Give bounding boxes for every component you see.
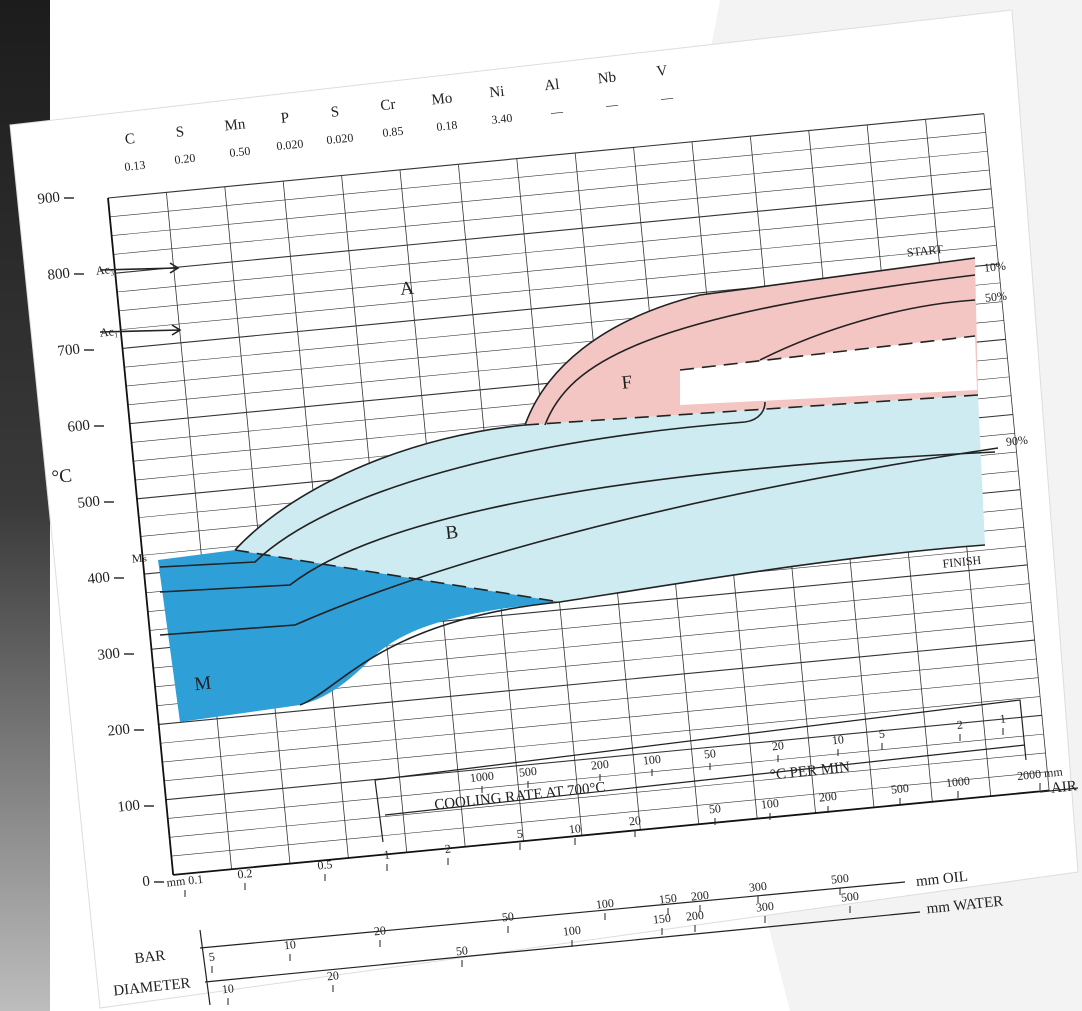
scale-tick-label: 1000 [469, 769, 494, 785]
element-symbol: Nb [597, 70, 617, 88]
element-amount: — [604, 97, 619, 112]
scale-tick-label: 20 [771, 738, 784, 753]
element-symbol: C [124, 131, 136, 148]
scale-tick-label: 200 [685, 908, 704, 924]
scale-tick-label: 150 [658, 891, 677, 907]
element-amount: — [659, 90, 674, 105]
element-amount: 0.50 [229, 144, 251, 160]
region-label: A [399, 278, 415, 300]
scale-tick-label: 100 [642, 752, 661, 768]
element-symbol: Cr [380, 97, 397, 114]
scale-tick-label: 150 [652, 911, 671, 927]
element-symbol: V [656, 63, 669, 80]
marker-label: Ac₁ [99, 324, 119, 340]
element-amount: 0.18 [436, 118, 458, 134]
scale-tick-label: 200 [690, 888, 709, 904]
scale-tick-label: 50 [455, 943, 468, 958]
scale-tick-label: 1000 [945, 774, 970, 790]
element-amount: 3.40 [491, 111, 513, 127]
scale-tick-label: 20 [373, 923, 386, 938]
region-label: M [193, 673, 212, 696]
element-symbol: Mo [431, 90, 453, 108]
scale-tick-label: 500 [518, 764, 537, 780]
element-amount: 0.13 [124, 158, 146, 174]
bar-label: BAR [134, 948, 166, 967]
scale-tick-label: 500 [890, 781, 909, 797]
scale-tick-label: 0.5 [317, 857, 333, 872]
scale-tick-label: 10 [831, 732, 844, 747]
y-tick-label: 500 [77, 493, 101, 511]
y-tick-label: 600 [67, 417, 91, 435]
curve-label: 10% [983, 259, 1006, 275]
element-amount: — [549, 104, 564, 119]
scale-tick-label: 100 [760, 796, 779, 812]
element-amount: 0.020 [276, 136, 304, 153]
scale-tick-label: 300 [748, 879, 767, 895]
scale-tick-label: 500 [840, 889, 859, 905]
element-symbol: Al [544, 77, 561, 94]
scale-tick-label: 0.2 [237, 866, 253, 881]
scale-title: AIR [1050, 778, 1077, 797]
element-symbol: S [330, 104, 340, 121]
element-amount: 0.020 [326, 130, 354, 147]
y-tick-label: 200 [107, 721, 131, 739]
scale-tick-label: 200 [590, 757, 609, 773]
element-symbol: Mn [224, 116, 247, 134]
y-tick-label: 900 [37, 189, 61, 207]
y-tick-label: 700 [57, 341, 81, 359]
y-tick-label: 300 [97, 645, 121, 663]
scale-tick-label: 200 [818, 789, 837, 805]
scale-tick-label: 100 [562, 923, 581, 939]
scale-tick-label: 500 [830, 871, 849, 887]
y-tick-label: 100 [117, 797, 141, 815]
scale-tick-label: 20 [628, 813, 641, 828]
region-label: F [621, 372, 634, 394]
element-amount: 0.85 [382, 124, 404, 140]
scale-tick-label: 50 [708, 801, 721, 816]
element-amount: 0.20 [174, 151, 196, 167]
element-symbol: S [175, 124, 185, 141]
screenshot: 0100200300400500600700800900°CC0.13S0.20… [0, 0, 1082, 1011]
y-tick-label: 800 [47, 265, 71, 283]
axis-label: °C [51, 465, 73, 488]
scale-tick-label: 10 [283, 937, 296, 952]
scale-tick-label: 50 [703, 746, 716, 761]
curve-label: 50% [984, 289, 1007, 305]
curve-label: 90% [1005, 433, 1028, 449]
marker-label: Ac₃ [95, 262, 115, 278]
marker-label: Mₛ [131, 550, 148, 566]
element-symbol: Ni [489, 84, 506, 101]
region-label: B [444, 522, 459, 544]
scale-tick-label: 10 [568, 821, 581, 836]
scale-tick-label: 50 [501, 909, 514, 924]
element-symbol: P [280, 110, 290, 127]
scale-tick-label: 300 [755, 899, 774, 915]
scale-tick-label: 100 [595, 896, 614, 912]
y-tick-label: 400 [87, 569, 111, 587]
scale-tick-label: 10 [221, 981, 234, 996]
scale-tick-label: 20 [326, 968, 339, 983]
